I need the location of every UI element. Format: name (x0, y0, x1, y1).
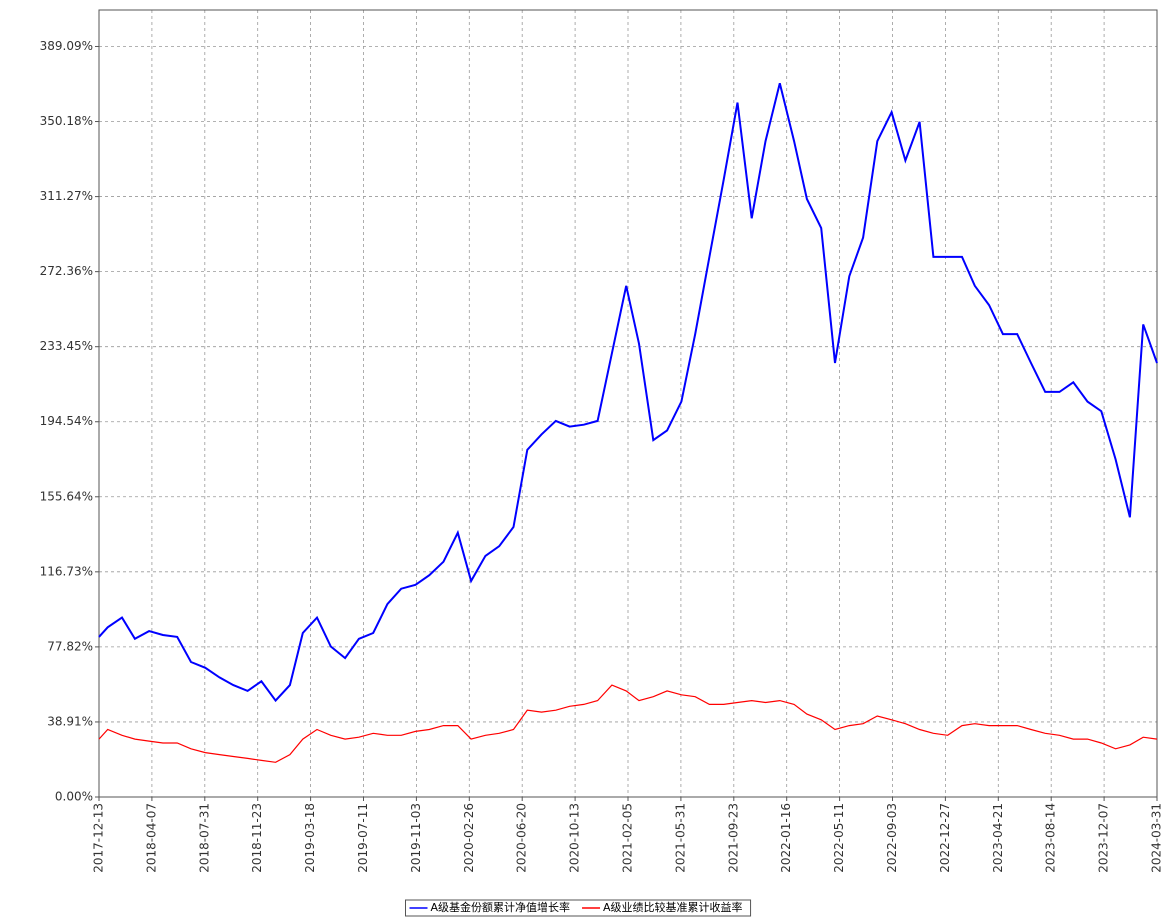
y-tick-label: 272.36% (40, 264, 93, 278)
x-tick-label: 2022-05-11 (832, 803, 846, 873)
y-tick-label: 155.64% (40, 489, 93, 503)
x-tick-label: 2020-06-20 (515, 803, 529, 873)
x-tick-label: 2022-01-16 (779, 803, 793, 873)
x-tick-label: 2023-04-21 (991, 803, 1005, 873)
x-tick-label: 2021-05-31 (673, 803, 687, 873)
y-tick-label: 77.82% (47, 639, 93, 653)
x-tick-label: 2018-07-31 (197, 803, 211, 873)
x-tick-label: 2024-03-31 (1150, 803, 1164, 873)
x-tick-label: 2022-09-03 (885, 803, 899, 873)
x-tick-label: 2022-12-27 (938, 803, 952, 873)
x-tick-label: 2019-07-11 (356, 803, 370, 873)
legend-label: A级基金份额累计净值增长率 (431, 900, 571, 914)
series-line (98, 684, 1158, 763)
x-tick-label: 2019-03-18 (303, 803, 317, 873)
y-tick-label: 38.91% (47, 714, 93, 728)
y-tick-label: 116.73% (40, 564, 93, 578)
y-tick-label: 194.54% (40, 414, 93, 428)
legend-label: A级业绩比较基准累计收益率 (603, 900, 743, 914)
series-line (98, 83, 1158, 703)
x-tick-label: 2020-02-26 (462, 803, 476, 873)
legend-box (405, 899, 752, 917)
y-tick-label: 311.27% (40, 189, 93, 203)
y-tick-label: 389.09% (40, 39, 93, 53)
x-tick-label: 2017-12-13 (92, 803, 106, 873)
y-tick-label: 233.45% (40, 339, 93, 353)
x-tick-label: 2019-11-03 (409, 803, 423, 873)
x-tick-label: 2023-08-14 (1044, 803, 1058, 873)
legend: A级基金份额累计净值增长率 A级业绩比较基准累计收益率 (405, 899, 752, 917)
x-tick-label: 2018-04-07 (144, 803, 158, 873)
x-tick-label: 2021-02-05 (621, 803, 635, 873)
x-tick-label: 2018-11-23 (250, 803, 264, 873)
x-tick-label: 2020-10-13 (568, 803, 582, 873)
y-tick-label: 350.18% (40, 114, 93, 128)
x-tick-label: 2023-12-07 (1097, 803, 1111, 873)
plot-frame (98, 9, 1158, 798)
x-tick-label: 2021-09-23 (726, 803, 740, 873)
y-tick-label: 0.00% (55, 790, 93, 804)
